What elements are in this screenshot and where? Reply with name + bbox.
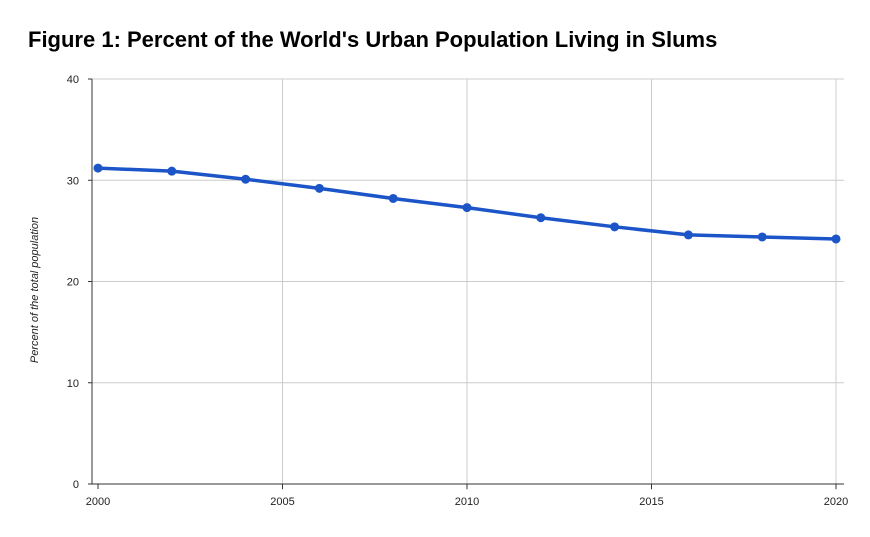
gridlines — [92, 78, 844, 490]
x-tick-label: 2010 — [455, 496, 479, 508]
data-point — [462, 203, 472, 213]
y-tick-label: 20 — [67, 277, 79, 289]
chart-title: Figure 1: Percent of the World's Urban P… — [28, 27, 718, 52]
data-point — [610, 222, 620, 232]
x-tick-label: 2020 — [824, 496, 848, 508]
y-tick-label: 10 — [67, 378, 79, 390]
y-axis-title: Percent of the total population — [29, 217, 41, 363]
x-tick-label: 2005 — [270, 496, 294, 508]
data-point — [93, 163, 103, 173]
axes — [88, 78, 844, 489]
data-point — [167, 166, 177, 176]
data-point — [314, 183, 324, 193]
y-tick-label: 40 — [67, 74, 79, 86]
data-point — [757, 232, 767, 242]
tick-labels: 0 10 20 30 40 2000 2005 2010 2015 2020 — [67, 74, 848, 508]
data-point — [683, 230, 693, 240]
data-point — [241, 174, 251, 184]
data-point — [831, 234, 841, 244]
x-tick-label: 2000 — [86, 496, 110, 508]
y-tick-label: 0 — [73, 479, 79, 491]
y-tick-label: 30 — [67, 175, 79, 187]
x-tick-label: 2015 — [639, 496, 663, 508]
data-point — [536, 213, 546, 223]
data-series — [93, 163, 841, 244]
data-point — [388, 193, 398, 203]
